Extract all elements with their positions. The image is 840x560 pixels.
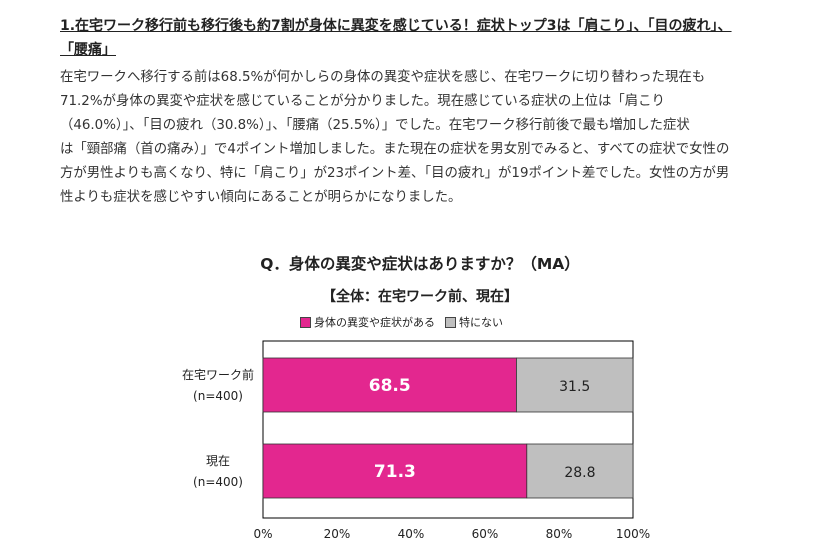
- legend-label-symptom: 身体の異変や症状がある: [314, 316, 435, 329]
- category-label-1: 現在: [206, 454, 230, 468]
- plot-frame: [262, 340, 634, 519]
- data-label-0-1: 31.5: [559, 379, 590, 395]
- body-line-4: は「頸部痛（首の痛み）」で4ポイント増加しました。また現在の症状を男女別でみると…: [60, 142, 730, 157]
- category-n-0: (n=400): [193, 389, 243, 403]
- chart-subtitle: 【全体：在宅ワーク前、現在】: [322, 289, 518, 305]
- legend-swatch-none: [445, 316, 456, 328]
- body-line-2: 71.2%が身体の異変や症状を感じていることが分かりました。現在感じている症状の…: [60, 94, 665, 109]
- x-tick-4: 80%: [546, 527, 573, 541]
- legend-swatch-symptom: [300, 316, 311, 328]
- data-label-1-1: 28.8: [564, 465, 595, 481]
- x-tick-0: 0%: [253, 527, 272, 541]
- category-label-0: 在宅ワーク前: [182, 367, 254, 382]
- legend-item-symptom: 身体の異変や症状がある: [300, 314, 435, 330]
- bar-1-0: [262, 443, 528, 499]
- legend-item-none: 特にない: [445, 314, 503, 330]
- data-label-1-0: 71.3: [374, 462, 416, 482]
- heading-line-1: 1.在宅ワーク移行前も移行後も約7割が身体に異変を感じている！症状トップ3は「肩…: [60, 18, 732, 34]
- body-line-3: （46.0%）」、「目の疲れ（30.8%）」、「腰痛（25.5%）」でした。在宅…: [60, 118, 690, 133]
- body-line-1: 在宅ワークへ移行する前は68.5%が何かしらの身体の異変や症状を感じ、在宅ワーク…: [60, 70, 706, 85]
- x-tick-3: 60%: [472, 527, 499, 541]
- bar-0-0: [262, 357, 517, 413]
- data-label-0-0: 68.5: [369, 376, 411, 396]
- chart-legend: 身体の異変や症状がある 特にない: [300, 314, 509, 330]
- category-n-1: (n=400): [193, 475, 243, 489]
- x-tick-5: 100%: [616, 527, 650, 541]
- article-body: 在宅ワークへ移行する前は68.5%が何かしらの身体の異変や症状を感じ、在宅ワーク…: [60, 66, 780, 210]
- legend-label-none: 特にない: [459, 316, 503, 329]
- article-heading: 1.在宅ワーク移行前も移行後も約7割が身体に異変を感じている！症状トップ3は「肩…: [60, 14, 780, 62]
- body-line-6: 性よりも症状を感じやすい傾向にあることが明らかになりました。: [60, 190, 462, 205]
- bar-1-1: [526, 443, 634, 499]
- bar-0-1: [516, 357, 634, 413]
- chart-title: Q．身体の異変や症状はありますか？（MA）: [260, 255, 580, 273]
- heading-line-2: 「腰痛」: [60, 42, 116, 58]
- body-line-5: 方が男性よりも高くなり、特に「肩こり」が23ポイント差、「目の疲れ」が19ポイン…: [60, 166, 730, 181]
- x-tick-2: 40%: [398, 527, 425, 541]
- x-tick-1: 20%: [324, 527, 351, 541]
